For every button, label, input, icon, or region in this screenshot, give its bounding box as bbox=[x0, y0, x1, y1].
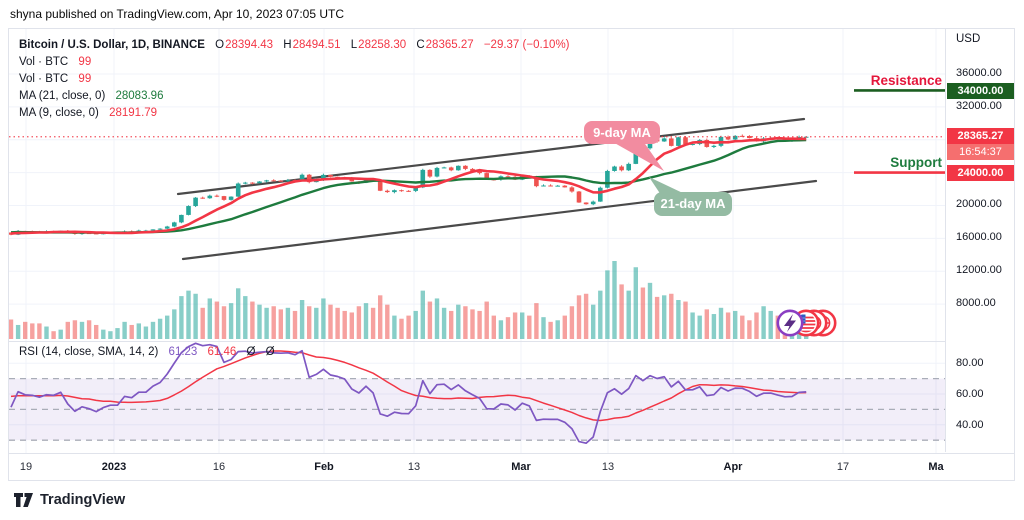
bar-countdown-badge: 16:54:37 bbox=[947, 144, 1014, 160]
price-chart-canvas[interactable] bbox=[9, 29, 945, 453]
rsi-tick-60: 60.00 bbox=[956, 388, 984, 400]
volume-value: 99 bbox=[78, 56, 92, 68]
price-tick-20000: 20000.00 bbox=[956, 198, 1002, 211]
rsi-legend: RSI (14, close, SMA, 14, 2) 61.23 61.46 … bbox=[19, 346, 275, 358]
volume-row-2: Vol · BTC 99 bbox=[19, 73, 92, 85]
time-axis[interactable]: 19 2023 16 Feb 13 Mar 13 Apr 17 Ma bbox=[9, 453, 1014, 480]
change-value: −29.37 (−0.10%) bbox=[483, 39, 570, 51]
ma21-callout[interactable]: 21-day MA bbox=[654, 192, 732, 216]
time-tick-Feb: Feb bbox=[314, 461, 334, 473]
price-tick-12000: 12000.00 bbox=[956, 264, 1002, 277]
currency-label: USD bbox=[956, 33, 981, 45]
resistance-label[interactable]: Resistance bbox=[870, 73, 942, 88]
time-tick-Apr: Apr bbox=[723, 461, 743, 473]
price-tick-8000: 8000.00 bbox=[956, 297, 996, 310]
reaction-icons[interactable] bbox=[776, 309, 837, 337]
rsi-tick-80: 80.00 bbox=[956, 357, 984, 370]
ma9-value: 28191.79 bbox=[109, 107, 158, 119]
time-tick-16: 16 bbox=[212, 461, 226, 473]
time-tick-17: 17 bbox=[836, 461, 850, 473]
price-scale[interactable]: USD 34000.00 28365.27 16:54:37 24000.00 … bbox=[945, 29, 1014, 452]
ma9-callout[interactable]: 9-day MA bbox=[584, 121, 660, 144]
time-tick-13: 13 bbox=[407, 461, 421, 473]
support-price-badge: 24000.00 bbox=[947, 165, 1014, 181]
tradingview-brand-text: TradingView bbox=[40, 492, 126, 508]
time-tick-13: 13 bbox=[601, 461, 615, 473]
time-tick-Mar: Mar bbox=[511, 461, 531, 473]
pane-divider bbox=[9, 341, 1014, 342]
high-value: 28494.51 bbox=[292, 39, 341, 51]
time-tick-2023: 2023 bbox=[101, 461, 127, 473]
rsi-hidden-2: Ø bbox=[265, 346, 275, 358]
ma9-row: MA (9, close, 0) 28191.79 bbox=[19, 107, 158, 119]
chart-legend: Bitcoin / U.S. Dollar, 1D, BINANCE O2839… bbox=[19, 37, 570, 122]
low-value: 28258.30 bbox=[358, 39, 407, 51]
support-label[interactable]: Support bbox=[890, 155, 942, 170]
close-value: 28365.27 bbox=[425, 39, 474, 51]
lightning-icon bbox=[784, 314, 796, 332]
rsi-sma-value: 61.46 bbox=[207, 346, 237, 358]
volume-value-2: 99 bbox=[78, 73, 92, 85]
resistance-price-badge: 34000.00 bbox=[947, 83, 1014, 99]
price-tick-16000: 16000.00 bbox=[956, 231, 1002, 244]
ma21-value: 28083.96 bbox=[115, 90, 164, 102]
tradingview-logo-icon bbox=[14, 492, 33, 507]
symbol-title: Bitcoin / U.S. Dollar, 1D, BINANCE bbox=[19, 39, 205, 51]
volume-row: Vol · BTC 99 bbox=[19, 56, 92, 68]
ma21-row: MA (21, close, 0) 28083.96 bbox=[19, 90, 164, 102]
last-price-badge: 28365.27 bbox=[947, 128, 1014, 144]
price-tick-32000: 32000.00 bbox=[956, 99, 1002, 112]
chart-frame: Bitcoin / U.S. Dollar, 1D, BINANCE O2839… bbox=[8, 28, 1015, 481]
rsi-label: RSI (14, close, SMA, 14, 2) bbox=[19, 346, 159, 358]
rsi-value: 61.23 bbox=[168, 346, 198, 358]
time-tick-19: 19 bbox=[19, 461, 33, 473]
attribution-text: shyna published on TradingView.com, Apr … bbox=[10, 7, 344, 21]
rsi-tick-40: 40.00 bbox=[956, 418, 984, 431]
price-tick-36000: 36000.00 bbox=[956, 67, 1002, 79]
footer-brand[interactable]: TradingView bbox=[14, 492, 125, 508]
open-value: 28394.43 bbox=[225, 39, 274, 51]
time-tick-Ma: Ma bbox=[928, 461, 944, 473]
symbol-ohlc-row: Bitcoin / U.S. Dollar, 1D, BINANCE O2839… bbox=[19, 39, 570, 51]
rsi-hidden-1: Ø bbox=[246, 346, 256, 358]
